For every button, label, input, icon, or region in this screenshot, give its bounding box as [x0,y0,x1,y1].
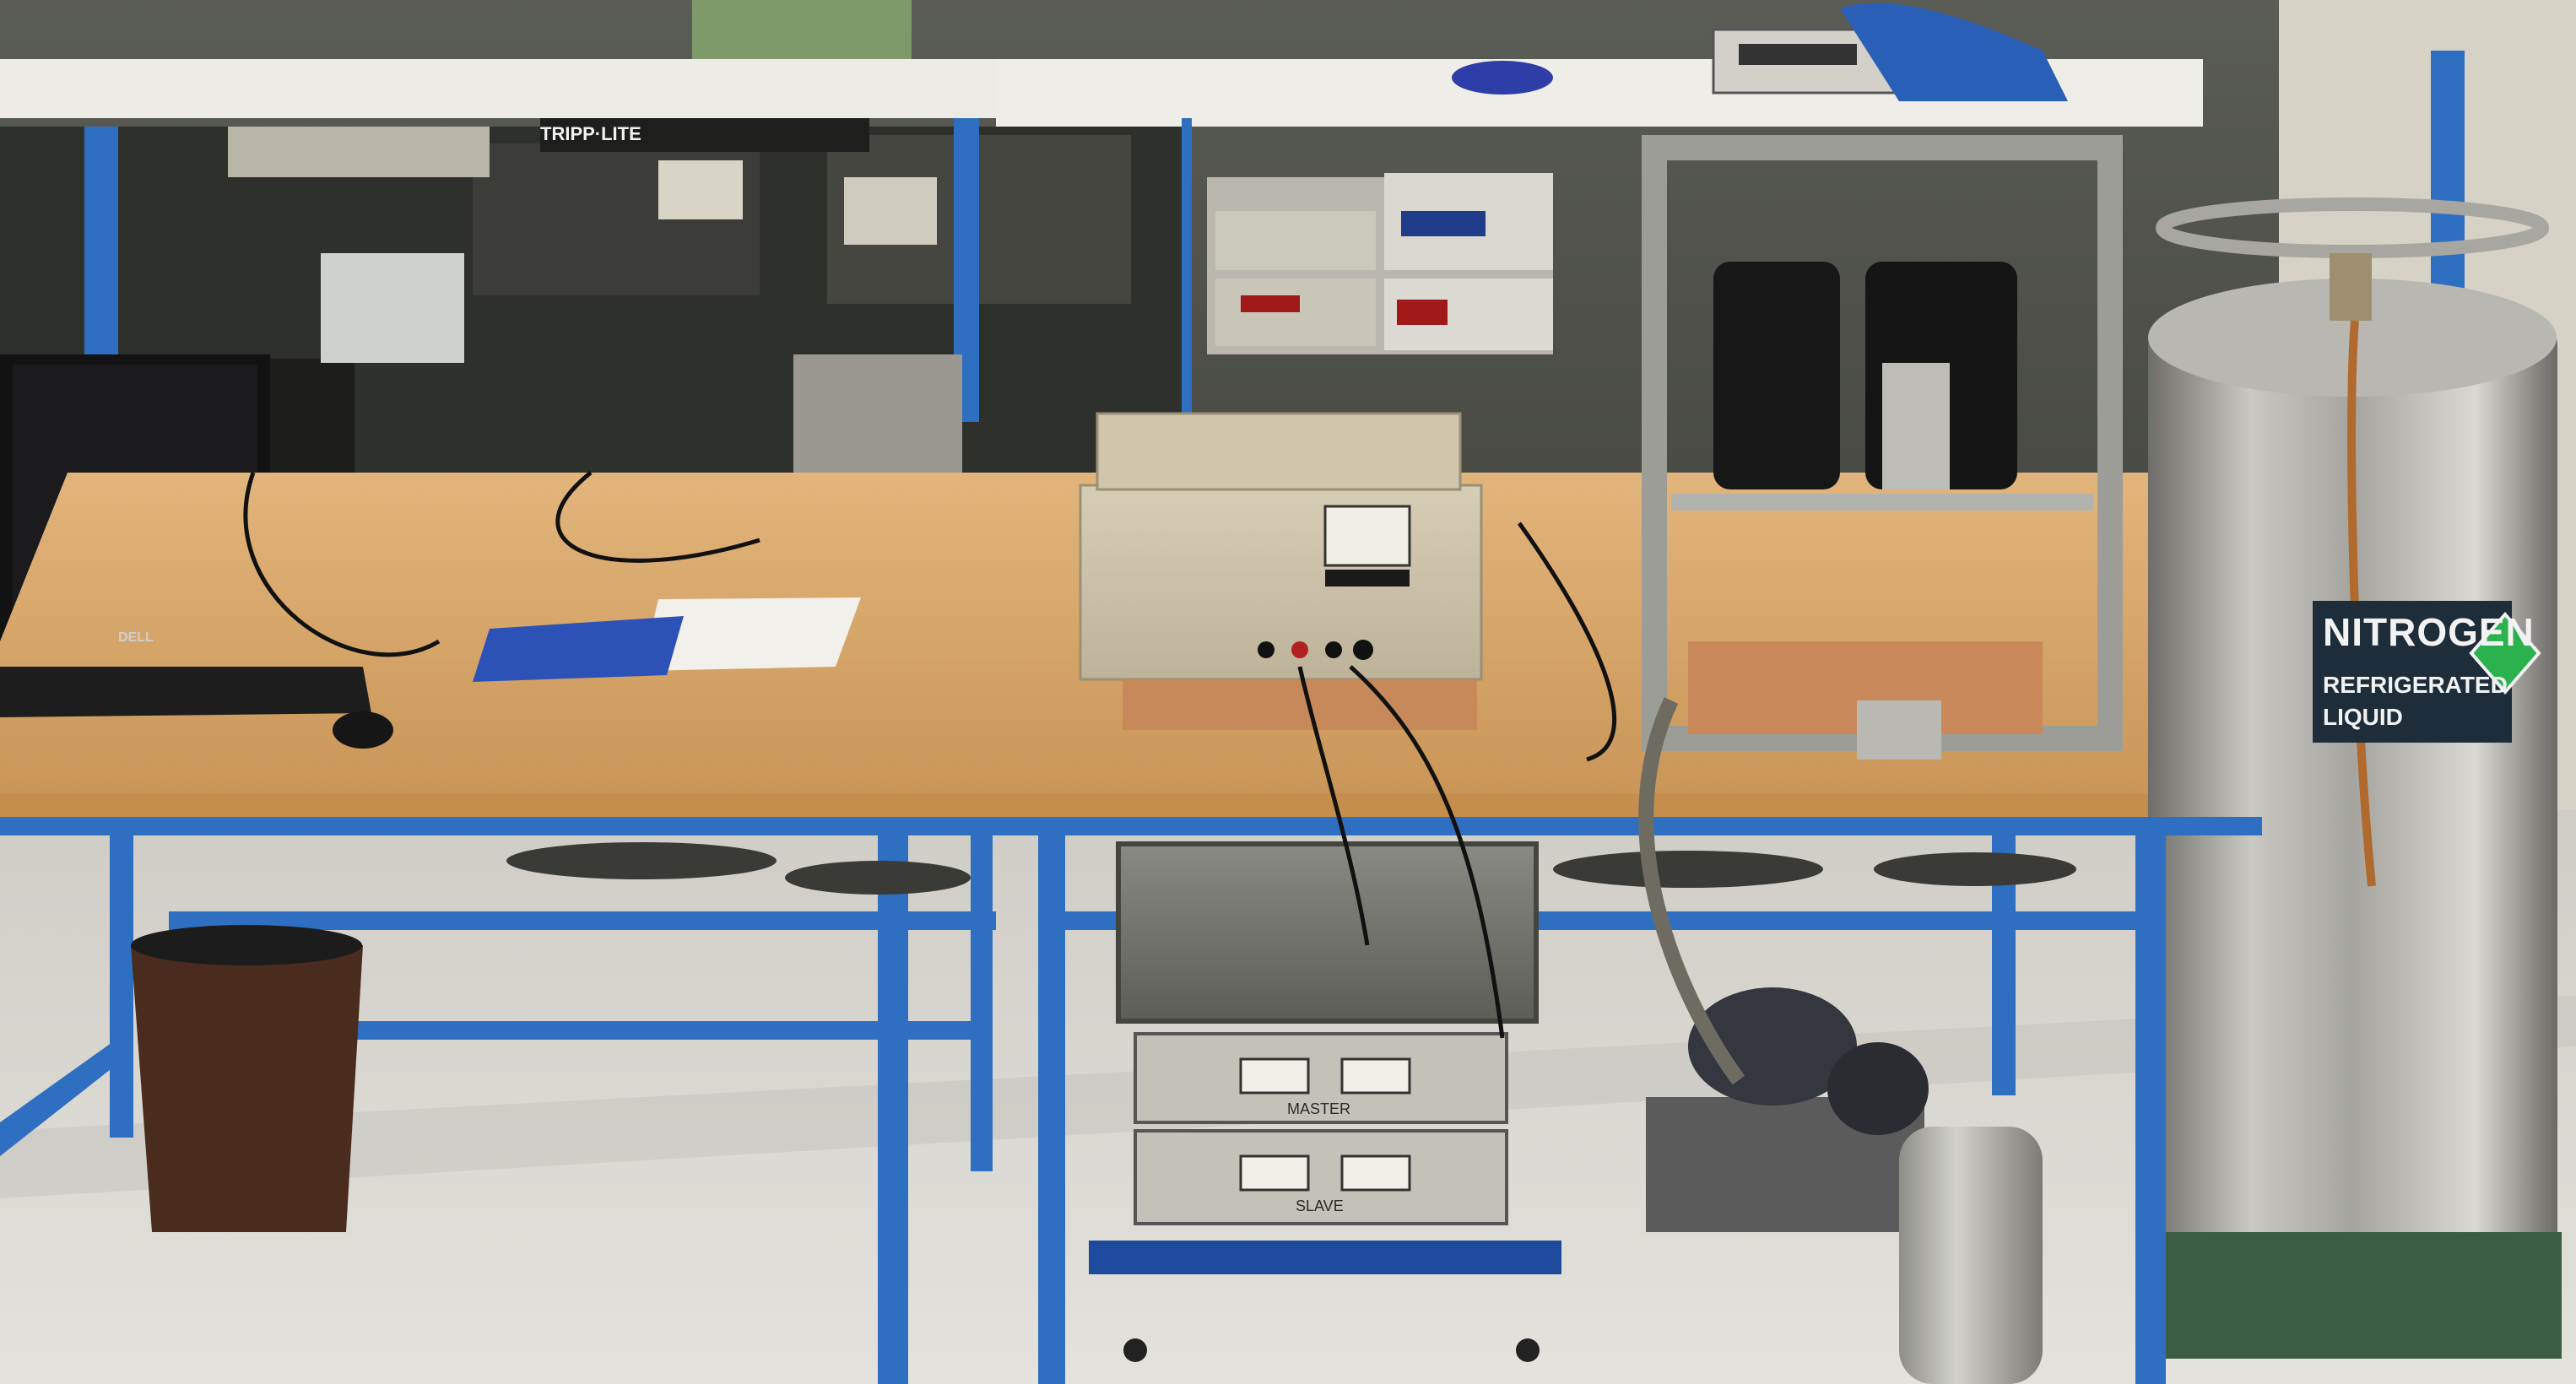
power-strip-brand: TRIPP·LITE [540,123,641,144]
vacuum-hose [1638,697,1745,1085]
power-supply-master [1134,1032,1508,1124]
hazard-diamond [2469,611,2541,695]
gas-bottle [1899,1127,2043,1384]
tank-sub-label-1: REFRIGERATED [2323,672,2508,698]
window-foliage [692,0,912,59]
power-supply-slave [1134,1129,1508,1225]
cables [243,471,1616,1039]
analog-meter [1323,505,1411,567]
blue-cloth [1840,3,2068,102]
power-supply-master-label: MASTER [1287,1100,1351,1117]
cart-platform [1089,1241,1561,1274]
paper-sheets [641,597,861,671]
tank-dolly [2157,1232,2562,1359]
blue-cap [1452,61,1553,95]
power-supply-slave-label: SLAVE [1296,1197,1344,1214]
dewar-sample [1882,363,1950,489]
supply-cabinet [1116,841,1539,1024]
top-shelf-left [0,59,996,118]
trash-can [131,945,363,1232]
monitor-brand: DELL [118,630,154,645]
lab-stools [506,842,2076,895]
wood-base [1123,679,1477,730]
nitrogen-tank [2148,312,2557,1274]
power-strip [540,118,869,152]
mouse [333,711,393,749]
keyboard [0,667,371,717]
magnet-coil-left [1713,262,1840,489]
tank-sub-label-2: LIQUID [2323,704,2403,730]
tank-main-label: NITROGEN [2323,610,2535,654]
monitor-back [321,253,464,363]
magnet-power-supply [1079,484,1483,681]
tank-label [2313,601,2512,743]
poster-flyer [473,616,684,682]
